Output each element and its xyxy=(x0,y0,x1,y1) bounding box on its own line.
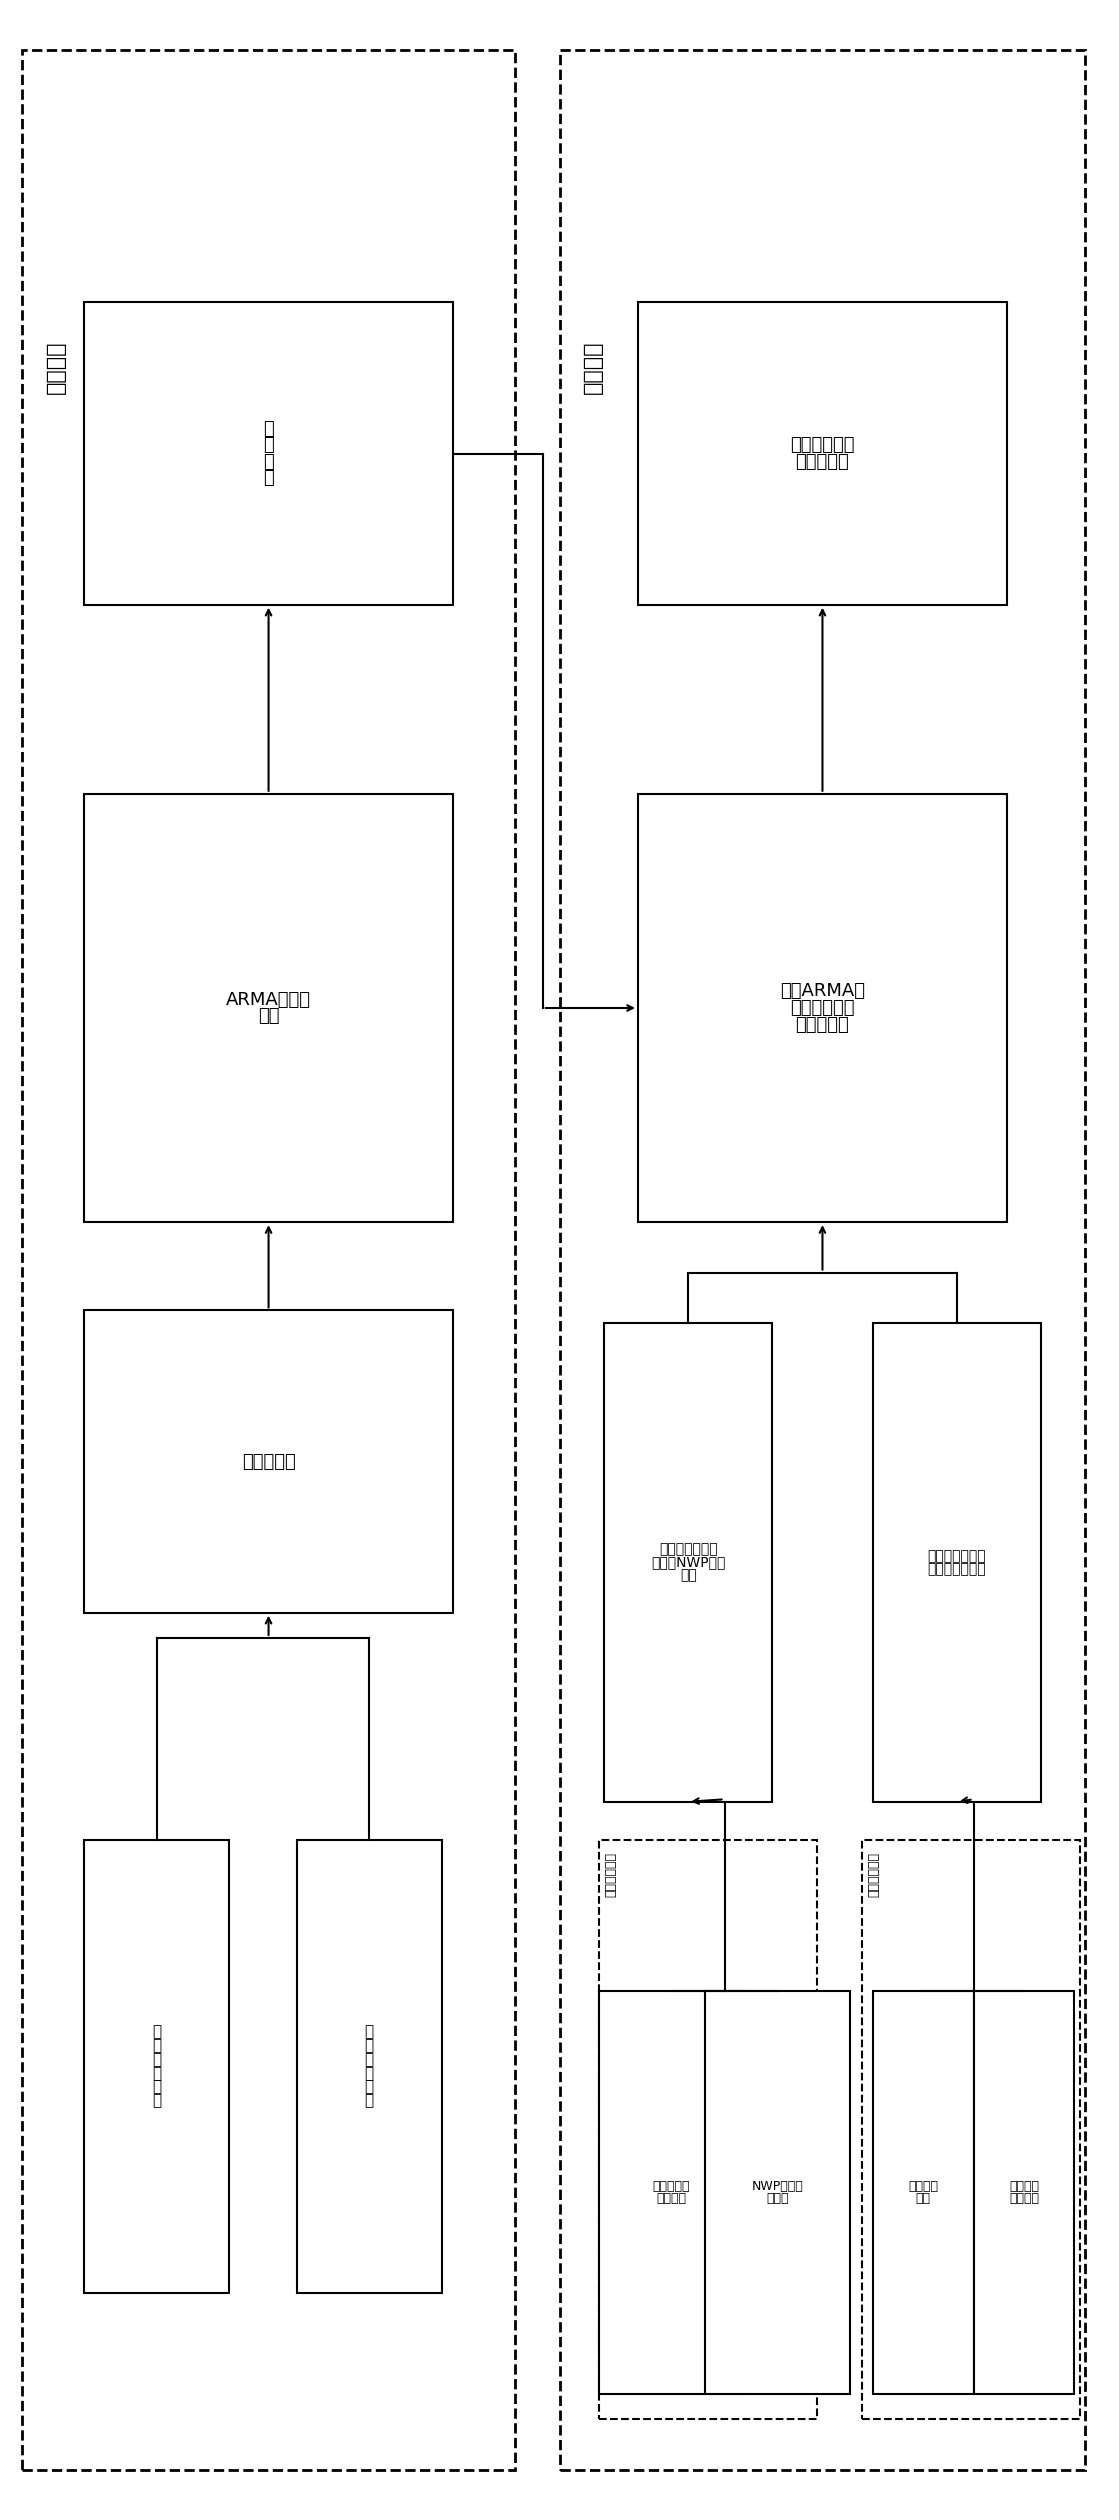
Text: 基于ARMA的
光伏发电功率
超短期预测: 基于ARMA的 光伏发电功率 超短期预测 xyxy=(780,983,865,1033)
Bar xyxy=(638,794,1007,1222)
Text: 数据预处理: 数据预处理 xyxy=(242,1452,295,1472)
Bar xyxy=(22,50,515,2470)
Bar xyxy=(84,1840,229,2293)
Text: 资源监测数据实
时校正NWP预测
结果: 资源监测数据实 时校正NWP预测 结果 xyxy=(651,1542,725,1583)
Text: 运行监测系统: 运行监测系统 xyxy=(867,1852,881,1898)
Bar xyxy=(84,1310,453,1613)
Text: 资源监测系统: 资源监测系统 xyxy=(604,1852,618,1898)
Text: 运行监测数据实
时校正开机容量: 运行监测数据实 时校正开机容量 xyxy=(928,1550,986,1575)
Bar xyxy=(974,1991,1074,2394)
Bar xyxy=(873,1991,974,2394)
Bar xyxy=(599,1840,817,2419)
Bar xyxy=(638,302,1007,605)
Text: 功率预测: 功率预测 xyxy=(583,340,603,393)
Text: NWP预测输
出数据: NWP预测输 出数据 xyxy=(752,2180,803,2205)
Text: 模
型
建
立: 模 型 建 立 xyxy=(263,421,274,486)
Bar xyxy=(84,794,453,1222)
Text: 光伏监测
系统数据: 光伏监测 系统数据 xyxy=(1009,2180,1038,2205)
Text: 历
史
功
率
数
据: 历 史 功 率 数 据 xyxy=(365,2024,374,2109)
Bar xyxy=(873,1323,1041,1802)
Bar xyxy=(705,1991,850,2394)
Bar xyxy=(84,302,453,605)
Bar xyxy=(560,50,1085,2470)
Text: 模型训练: 模型训练 xyxy=(46,340,66,393)
Bar xyxy=(604,1323,772,1802)
Bar xyxy=(599,1991,744,2394)
Bar xyxy=(297,1840,442,2293)
Bar xyxy=(862,1840,1080,2419)
Text: 光资源监测
系统数据: 光资源监测 系统数据 xyxy=(652,2180,690,2205)
Text: 短期预测结果
输出及展示: 短期预测结果 输出及展示 xyxy=(790,436,855,471)
Text: ARMA分类器
训练: ARMA分类器 训练 xyxy=(226,990,311,1026)
Text: 历
史
辐
射
数
据: 历 史 辐 射 数 据 xyxy=(152,2024,161,2109)
Text: 运行监测
系统: 运行监测 系统 xyxy=(909,2180,938,2205)
